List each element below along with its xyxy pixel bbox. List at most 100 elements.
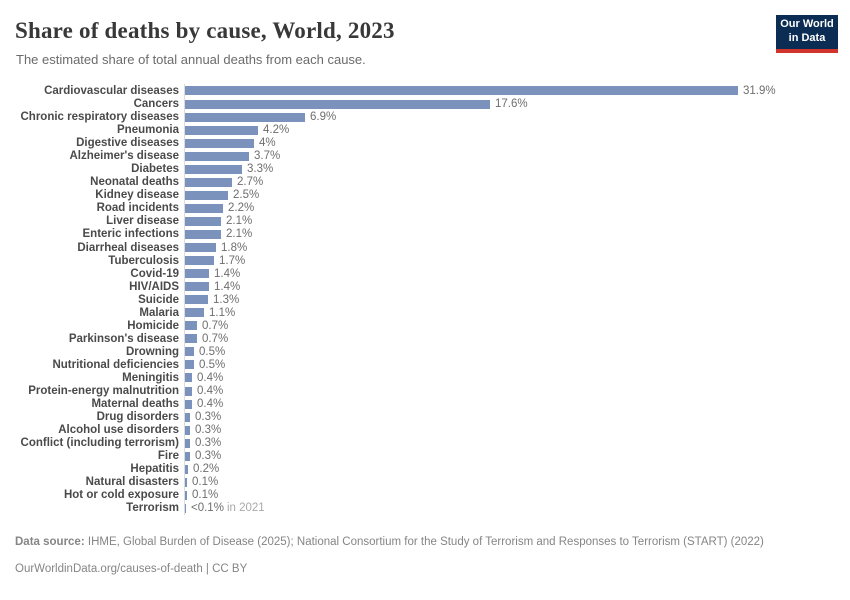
bar-row[interactable]: Pneumonia 4.2% <box>15 123 835 137</box>
category-label: Alcohol use disorders <box>58 424 179 437</box>
bar[interactable] <box>185 256 214 266</box>
bar-row[interactable]: Diarrheal diseases 1.8% <box>15 241 835 255</box>
bar[interactable] <box>185 464 188 474</box>
value-label: 2.1% <box>226 215 253 228</box>
bar[interactable] <box>185 86 738 96</box>
category-label: Hot or cold exposure <box>63 489 179 502</box>
bar[interactable] <box>185 321 197 331</box>
bar[interactable] <box>185 190 228 200</box>
bar-row[interactable]: Liver disease 2.1% <box>15 214 835 228</box>
bar-row[interactable]: Alzheimer's disease 3.7% <box>15 149 835 163</box>
bar[interactable] <box>185 216 221 226</box>
bar[interactable] <box>185 269 209 279</box>
bar-track: 0.3% <box>184 449 835 463</box>
bar[interactable] <box>185 295 208 305</box>
bar-row[interactable]: Meningitis 0.4% <box>15 371 835 385</box>
value-label: 0.3% <box>195 437 222 450</box>
category-label: Neonatal deaths <box>90 176 179 189</box>
bar-row[interactable]: Road incidents 2.2% <box>15 201 835 215</box>
bar[interactable] <box>185 203 223 213</box>
bar[interactable] <box>185 177 232 187</box>
bar[interactable] <box>185 334 197 344</box>
bar[interactable] <box>185 386 192 396</box>
bar-track: 6.9% <box>184 110 835 124</box>
bar-track: 2.1% <box>184 214 835 228</box>
bar-track: 0.3% <box>184 410 835 424</box>
bar[interactable] <box>185 490 187 500</box>
bar[interactable] <box>185 308 204 318</box>
bar-track: 17.6% <box>184 97 835 111</box>
value-label: 2.5% <box>233 189 260 202</box>
bar-row[interactable]: Enteric infections 2.1% <box>15 227 835 241</box>
bar-row[interactable]: Kidney disease 2.5% <box>15 188 835 202</box>
bar[interactable] <box>185 425 190 435</box>
category-label: Road incidents <box>96 202 179 215</box>
bar[interactable] <box>185 373 192 383</box>
bar-track: 0.4% <box>184 397 835 411</box>
bar[interactable] <box>185 229 221 239</box>
bar[interactable] <box>185 451 190 461</box>
bar[interactable] <box>185 399 192 409</box>
bar[interactable] <box>185 164 242 174</box>
bar-row[interactable]: Parkinson's disease 0.7% <box>15 332 835 346</box>
bar-row[interactable]: Digestive diseases 4% <box>15 136 835 150</box>
value-label: 1.1% <box>209 306 236 319</box>
bar[interactable] <box>185 99 490 109</box>
bar-row[interactable]: Malaria 1.1% <box>15 306 835 320</box>
category-label: Suicide <box>138 293 179 306</box>
bar-row[interactable]: Drug disorders 0.3% <box>15 410 835 424</box>
bar[interactable] <box>185 347 194 357</box>
bar-row[interactable]: Hot or cold exposure 0.1% <box>15 488 835 502</box>
value-label: 0.5% <box>199 358 226 371</box>
bar-row[interactable]: Hepatitis 0.2% <box>15 462 835 476</box>
bar[interactable] <box>185 138 254 148</box>
bar[interactable] <box>185 412 190 422</box>
bar[interactable] <box>185 503 186 513</box>
bar[interactable] <box>185 125 258 135</box>
bar-row[interactable]: Covid-19 1.4% <box>15 267 835 281</box>
bar-row[interactable]: Fire 0.3% <box>15 449 835 463</box>
bar[interactable] <box>185 282 209 292</box>
bar[interactable] <box>185 243 216 253</box>
bar-row[interactable]: Natural disasters 0.1% <box>15 475 835 489</box>
bar-track: 1.8% <box>184 241 835 255</box>
value-label: 0.3% <box>195 424 222 437</box>
category-label: Alzheimer's disease <box>69 150 180 163</box>
bar-row[interactable]: HIV/AIDS 1.4% <box>15 280 835 294</box>
bar-row[interactable]: Cancers 17.6% <box>15 97 835 111</box>
value-label: 0.4% <box>197 398 224 411</box>
bar[interactable] <box>185 360 194 370</box>
bar[interactable] <box>185 438 190 448</box>
bar-row[interactable]: Nutritional deficiencies 0.5% <box>15 358 835 372</box>
category-label: Liver disease <box>106 215 179 228</box>
bar[interactable] <box>185 477 187 487</box>
bar[interactable] <box>185 112 305 122</box>
bar-track: 2.7% <box>184 175 835 189</box>
bar-row[interactable]: Protein-energy malnutrition 0.4% <box>15 384 835 398</box>
bar-track: 0.7% <box>184 319 835 333</box>
bar-row[interactable]: Chronic respiratory diseases 6.9% <box>15 110 835 124</box>
bar-row[interactable]: Neonatal deaths 2.7% <box>15 175 835 189</box>
bar-row[interactable]: Drowning 0.5% <box>15 345 835 359</box>
bar-row[interactable]: Suicide 1.3% <box>15 293 835 307</box>
value-label: 4% <box>259 137 276 150</box>
bar-row[interactable]: Diabetes 3.3% <box>15 162 835 176</box>
bar[interactable] <box>185 151 249 161</box>
bar-row[interactable]: Maternal deaths 0.4% <box>15 397 835 411</box>
bar-track: 0.2% <box>184 462 835 476</box>
bar-row[interactable]: Terrorism <0.1% in 2021 <box>15 501 835 515</box>
owid-logo[interactable]: Our World in Data <box>776 15 838 53</box>
category-label: HIV/AIDS <box>129 280 179 293</box>
bar-track: 1.4% <box>184 280 835 294</box>
category-label: Hepatitis <box>130 463 179 476</box>
value-label: 1.8% <box>221 241 248 254</box>
bar-row[interactable]: Tuberculosis 1.7% <box>15 254 835 268</box>
bar-row[interactable]: Conflict (including terrorism) 0.3% <box>15 436 835 450</box>
bar-track: 3.3% <box>184 162 835 176</box>
value-label: 0.1% <box>192 489 219 502</box>
bar-row[interactable]: Homicide 0.7% <box>15 319 835 333</box>
bar-row[interactable]: Cardiovascular diseases 31.9% <box>15 84 835 98</box>
bar-row[interactable]: Alcohol use disorders 0.3% <box>15 423 835 437</box>
category-label: Meningitis <box>122 371 179 384</box>
